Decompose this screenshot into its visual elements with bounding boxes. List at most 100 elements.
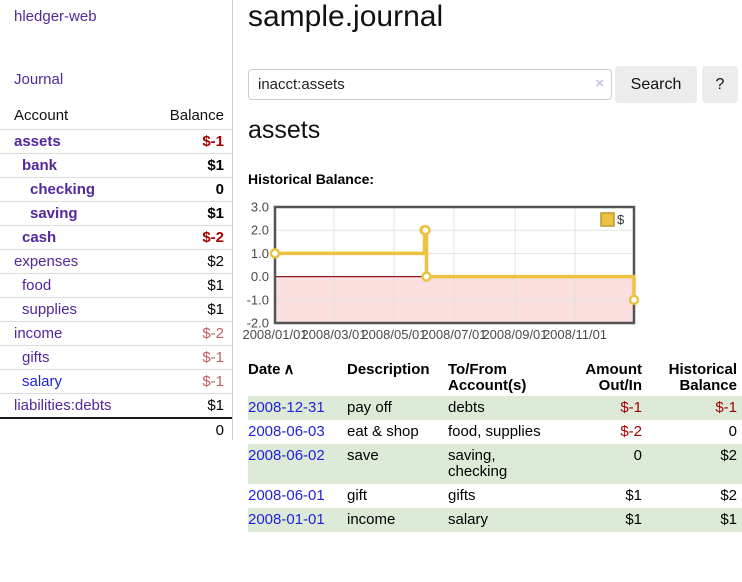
transaction-row[interactable]: 2008-06-02 save saving, checking 0 $2 bbox=[248, 444, 742, 484]
transaction-date-cell: 2008-06-02 bbox=[248, 444, 347, 484]
transaction-row[interactable]: 2008-01-01 income salary $1 $1 bbox=[248, 508, 742, 532]
transaction-date-link[interactable]: 2008-12-31 bbox=[248, 399, 325, 416]
search-button[interactable]: Search bbox=[615, 66, 697, 103]
page-title: sample.journal bbox=[248, 0, 444, 33]
account-row: food $1 bbox=[0, 273, 232, 297]
search-input-wrap: × bbox=[248, 69, 612, 100]
historical-balance-chart: 3.0 2.0 1.0 0.0 -1.0 -2.0 2008/01/01 2008/03/01… bbox=[242, 200, 742, 350]
sidebar-account-checking[interactable]: checking bbox=[30, 181, 96, 198]
svg-text:2008/09/01: 2008/09/01 bbox=[482, 327, 547, 342]
total-balance: 0 bbox=[215, 422, 224, 439]
transaction-amount: $-1 bbox=[620, 399, 642, 416]
sidebar-account-income[interactable]: income bbox=[14, 325, 63, 342]
transaction-balance: $2 bbox=[720, 447, 737, 464]
svg-text:2.0: 2.0 bbox=[251, 223, 269, 238]
transaction-date-link[interactable]: 2008-01-01 bbox=[248, 511, 325, 528]
sidebar-account-cash[interactable]: cash bbox=[22, 229, 57, 246]
svg-text:2008/05/01: 2008/05/01 bbox=[361, 327, 426, 342]
search-input[interactable] bbox=[248, 69, 612, 100]
transaction-description: pay off bbox=[347, 399, 392, 416]
transaction-balance: $2 bbox=[720, 487, 737, 504]
transaction-amount: $-2 bbox=[620, 423, 642, 440]
transaction-description: gift bbox=[347, 487, 368, 504]
account-balance: $-1 bbox=[202, 373, 224, 390]
account-row: cash $-2 bbox=[0, 225, 232, 249]
balance-column-header: Balance bbox=[169, 107, 224, 124]
account-row: checking 0 bbox=[0, 177, 232, 201]
svg-text:0.0: 0.0 bbox=[251, 269, 269, 284]
transaction-balance: 0 bbox=[728, 423, 737, 440]
transaction-description: income bbox=[347, 511, 396, 528]
app-brand-link[interactable]: hledger-web bbox=[14, 8, 97, 25]
transaction-accounts: saving, checking bbox=[448, 447, 508, 480]
svg-text:2008/07/01: 2008/07/01 bbox=[421, 327, 486, 342]
sidebar-account-food[interactable]: food bbox=[22, 277, 52, 294]
transaction-date-link[interactable]: 2008-06-02 bbox=[248, 447, 325, 464]
account-column-header: Account bbox=[14, 107, 69, 124]
sidebar-account-gifts[interactable]: gifts bbox=[22, 349, 50, 366]
sidebar-account-saving[interactable]: saving bbox=[30, 205, 78, 222]
transaction-amount: $1 bbox=[625, 511, 642, 528]
main-content: sample.journal × Search ? assets Histori… bbox=[242, 0, 742, 582]
transaction-date-link[interactable]: 2008-06-03 bbox=[248, 423, 325, 440]
sidebar-account-supplies[interactable]: supplies bbox=[22, 301, 78, 318]
sidebar-account-salary[interactable]: salary bbox=[22, 373, 63, 390]
transaction-accounts: gifts bbox=[448, 487, 476, 504]
sidebar: hledger-web Journal Account Balance asse… bbox=[0, 0, 233, 440]
account-balance: $-1 bbox=[202, 133, 224, 150]
transaction-accounts: salary bbox=[448, 511, 489, 528]
account-balance: $2 bbox=[207, 253, 224, 270]
svg-text:1.0: 1.0 bbox=[251, 246, 269, 261]
account-row: saving $1 bbox=[0, 201, 232, 225]
transaction-row[interactable]: 2008-06-03 eat & shop food, supplies $-2 0 bbox=[248, 420, 742, 444]
svg-text:-2.0: -2.0 bbox=[247, 316, 269, 331]
account-row: liabilities:debts $1 bbox=[0, 393, 232, 417]
amount-column-header: Amount Out/In bbox=[585, 361, 642, 394]
account-row: bank $1 bbox=[0, 153, 232, 177]
account-balance: $-1 bbox=[202, 349, 224, 366]
transaction-balance: $1 bbox=[720, 511, 737, 528]
transaction-amount: $1 bbox=[625, 487, 642, 504]
transaction-accounts: food, supplies bbox=[448, 423, 541, 440]
chart-title: Historical Balance: bbox=[248, 171, 375, 187]
transaction-accounts: debts bbox=[448, 399, 485, 416]
account-row: salary $-1 bbox=[0, 369, 232, 393]
sidebar-item-journal[interactable]: Journal bbox=[14, 71, 64, 88]
transaction-description: save bbox=[347, 447, 379, 464]
account-row: gifts $-1 bbox=[0, 345, 232, 369]
sort-ascending-icon: ∧ bbox=[283, 361, 295, 378]
account-balance: $-2 bbox=[202, 229, 224, 246]
account-balance: $1 bbox=[207, 205, 224, 222]
register-table: Date ∧ Description To/From Account(s) Amo… bbox=[248, 360, 742, 532]
account-total-row: 0 bbox=[0, 417, 232, 439]
clear-search-icon[interactable]: × bbox=[595, 75, 604, 92]
sidebar-account-bank[interactable]: bank bbox=[22, 157, 58, 174]
account-row: expenses $2 bbox=[0, 249, 232, 273]
account-balance: $1 bbox=[207, 301, 224, 318]
svg-text:2008/03/01: 2008/03/01 bbox=[301, 327, 366, 342]
account-balance: 0 bbox=[215, 181, 224, 198]
account-balance: $-2 bbox=[202, 325, 224, 342]
help-button[interactable]: ? bbox=[702, 66, 738, 103]
accounts-column-header: To/From Account(s) bbox=[448, 361, 527, 394]
svg-text:-1.0: -1.0 bbox=[247, 292, 269, 307]
account-row: assets $-1 bbox=[0, 129, 232, 153]
register-header-row: Date ∧ Description To/From Account(s) Amo… bbox=[248, 360, 742, 396]
chart-svg: 3.0 2.0 1.0 0.0 -1.0 -2.02008/01/012008/03/01… bbox=[242, 200, 640, 342]
sidebar-account-expenses[interactable]: expenses bbox=[14, 253, 79, 270]
balance-column-header: Historical Balance bbox=[668, 361, 737, 394]
sidebar-account-liabilities-debts[interactable]: liabilities:debts bbox=[14, 397, 112, 414]
account-row: supplies $1 bbox=[0, 297, 232, 321]
account-balance-table: Account Balance assets $-1 bank $1 checking 0… bbox=[0, 103, 232, 439]
transaction-description: eat & shop bbox=[347, 423, 419, 440]
date-column-header[interactable]: Date ∧ bbox=[248, 361, 295, 378]
account-balance: $1 bbox=[207, 157, 224, 174]
account-row: income $-2 bbox=[0, 321, 232, 345]
transaction-row[interactable]: 2008-06-01 gift gifts $1 $2 bbox=[248, 484, 742, 508]
sidebar-account-assets[interactable]: assets bbox=[14, 133, 61, 150]
transaction-row[interactable]: 2008-12-31 pay off debts $-1 $-1 bbox=[248, 396, 742, 420]
account-table-header: Account Balance bbox=[0, 103, 232, 129]
svg-text:2008/11/01: 2008/11/01 bbox=[543, 327, 607, 342]
transaction-amount: 0 bbox=[633, 447, 642, 464]
transaction-date-link[interactable]: 2008-06-01 bbox=[248, 487, 325, 504]
